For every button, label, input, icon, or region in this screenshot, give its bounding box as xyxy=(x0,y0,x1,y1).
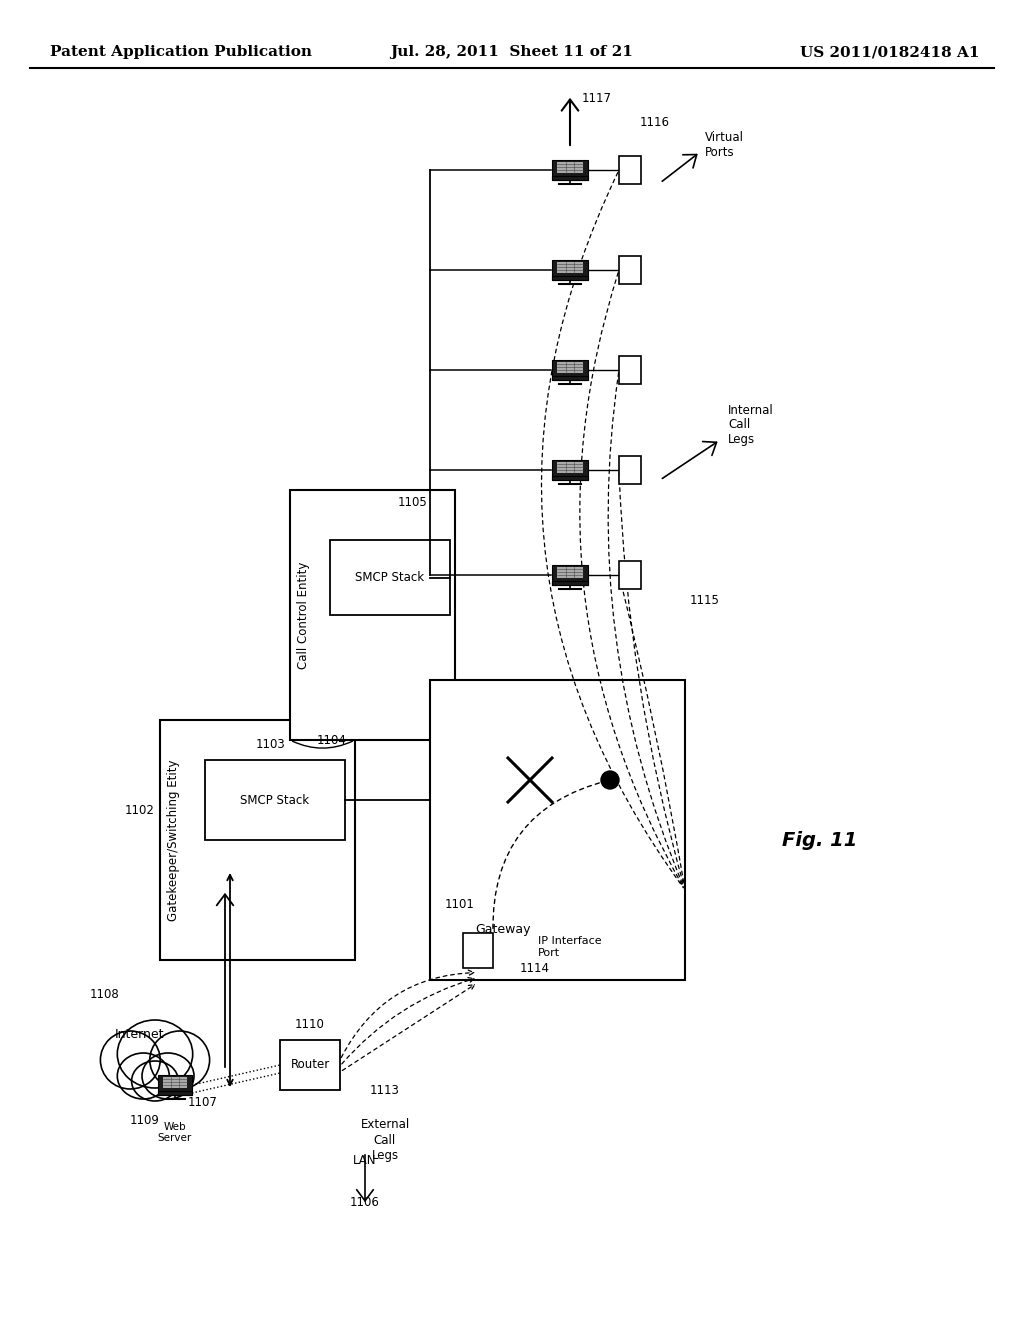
Text: 1109: 1109 xyxy=(130,1114,160,1126)
Bar xyxy=(290,490,455,741)
Bar xyxy=(552,459,588,480)
Text: 1107: 1107 xyxy=(188,1097,218,1110)
Text: 1115: 1115 xyxy=(690,594,720,606)
Text: 1101: 1101 xyxy=(445,899,475,912)
Text: 1103: 1103 xyxy=(255,738,285,751)
Text: Fig. 11: Fig. 11 xyxy=(782,830,858,850)
Text: SMCP Stack: SMCP Stack xyxy=(355,572,425,583)
Text: 1110: 1110 xyxy=(295,1019,325,1031)
Text: 1116: 1116 xyxy=(640,116,670,128)
Bar xyxy=(430,680,685,979)
Bar xyxy=(160,719,355,960)
Bar xyxy=(618,561,641,589)
Bar xyxy=(163,1077,187,1088)
Bar xyxy=(618,356,641,384)
Text: 1113: 1113 xyxy=(370,1084,400,1097)
Bar xyxy=(552,160,588,180)
Text: US 2011/0182418 A1: US 2011/0182418 A1 xyxy=(801,45,980,59)
Ellipse shape xyxy=(150,1031,210,1089)
Bar xyxy=(330,540,450,615)
Ellipse shape xyxy=(100,1031,160,1089)
Text: 1114: 1114 xyxy=(520,961,550,974)
Bar xyxy=(618,256,641,284)
Ellipse shape xyxy=(118,1053,169,1100)
Bar xyxy=(552,581,588,585)
Bar xyxy=(280,1040,340,1090)
Circle shape xyxy=(601,771,618,789)
Text: Internal
Call
Legs: Internal Call Legs xyxy=(728,404,774,446)
Text: 1104: 1104 xyxy=(317,734,347,747)
Bar xyxy=(552,260,588,280)
Text: 1108: 1108 xyxy=(90,989,120,1002)
Ellipse shape xyxy=(118,1020,193,1088)
Bar xyxy=(552,565,588,585)
Bar xyxy=(205,760,345,840)
Bar xyxy=(618,455,641,484)
Bar xyxy=(557,566,583,578)
Bar xyxy=(158,1092,193,1096)
Text: Gatekeeper/Switching Etity: Gatekeeper/Switching Etity xyxy=(168,759,180,921)
Text: 1102: 1102 xyxy=(125,804,155,817)
Text: 1106: 1106 xyxy=(350,1196,380,1209)
Bar xyxy=(557,261,583,273)
Text: Patent Application Publication: Patent Application Publication xyxy=(50,45,312,59)
Bar xyxy=(618,156,641,183)
Bar xyxy=(552,477,588,480)
Text: LAN: LAN xyxy=(353,1154,377,1167)
Text: Internet: Internet xyxy=(116,1028,165,1041)
Text: Gateway: Gateway xyxy=(475,924,530,936)
Text: IP Interface
Port: IP Interface Port xyxy=(538,936,602,958)
Text: Virtual
Ports: Virtual Ports xyxy=(705,131,744,158)
Bar xyxy=(557,161,583,173)
Bar xyxy=(552,360,588,380)
Text: External
Call
Legs: External Call Legs xyxy=(360,1118,410,1162)
Bar xyxy=(552,177,588,180)
Bar xyxy=(557,362,583,372)
Bar xyxy=(552,376,588,380)
Ellipse shape xyxy=(142,1053,194,1100)
Text: Web: Web xyxy=(164,1122,186,1133)
Text: SMCP Stack: SMCP Stack xyxy=(241,793,309,807)
Text: Jul. 28, 2011  Sheet 11 of 21: Jul. 28, 2011 Sheet 11 of 21 xyxy=(390,45,634,59)
Bar xyxy=(463,932,493,968)
Bar xyxy=(158,1074,193,1096)
Text: Call Control Entity: Call Control Entity xyxy=(298,561,310,669)
Text: 1117: 1117 xyxy=(582,91,612,104)
Bar xyxy=(557,462,583,473)
Text: 1105: 1105 xyxy=(397,495,427,508)
Text: Router: Router xyxy=(291,1059,330,1072)
Ellipse shape xyxy=(132,1061,178,1101)
Text: Server: Server xyxy=(158,1133,193,1143)
Bar xyxy=(552,276,588,280)
